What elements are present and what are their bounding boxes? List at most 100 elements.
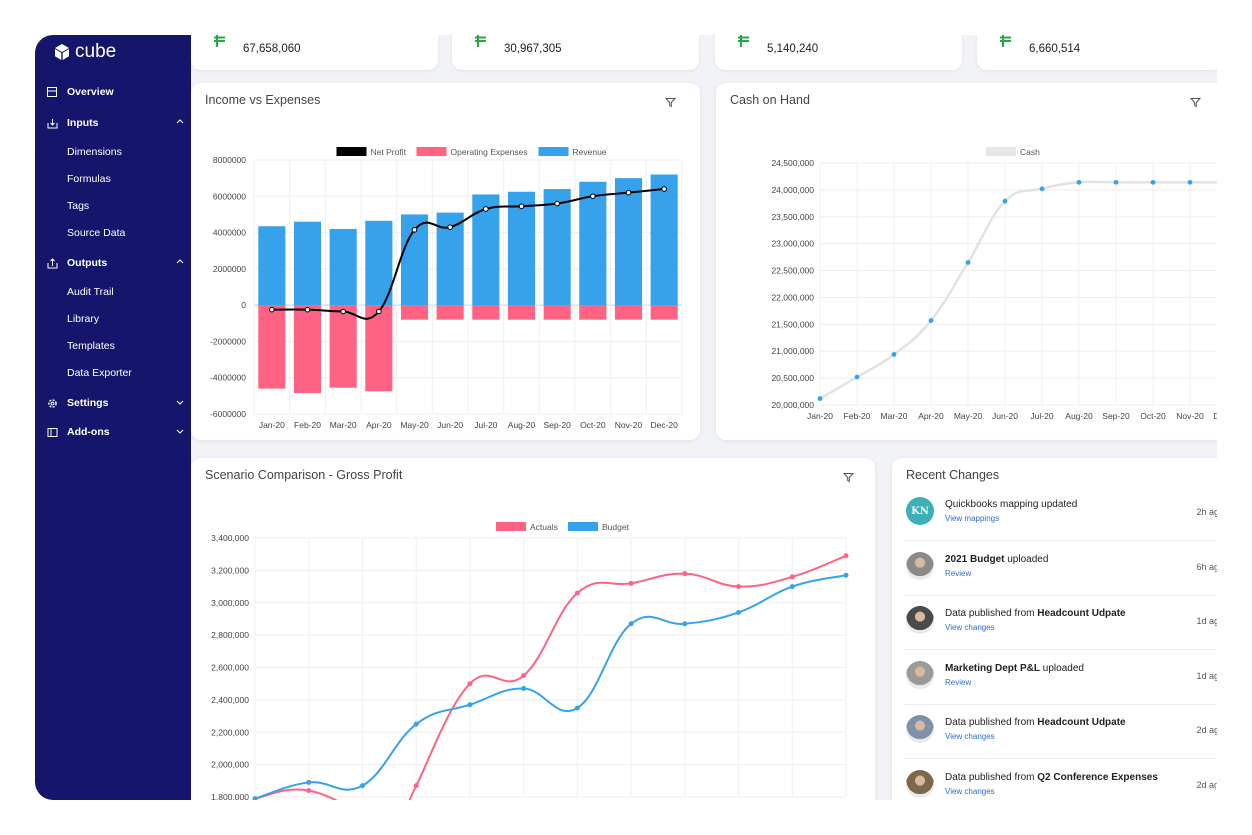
- cash-on-hand-card: Cash on Hand 24,500,000 24,000,000 23,500,…: [716, 83, 1217, 440]
- filter-icon[interactable]: [1190, 97, 1201, 108]
- sidebar-item-data-exporter[interactable]: Data Exporter: [35, 362, 191, 384]
- cash-on-hand-chart: 24,500,000 24,000,000 23,500,000 23,000,000…: [771, 147, 1217, 421]
- y-tick-label: 2,200,000: [211, 727, 249, 737]
- legend-label: Cash: [1020, 147, 1040, 157]
- sidebar-item-overview[interactable]: Overview: [35, 81, 191, 103]
- budget-point: [574, 705, 580, 711]
- legend-label: Net Profit: [371, 147, 407, 157]
- x-tick-label: Jan-20: [259, 420, 285, 430]
- sidebar-item-outputs[interactable]: Outputs: [35, 252, 191, 274]
- list-item[interactable]: Marketing Dept P&L uploaded Review 1d ago: [892, 658, 1217, 712]
- change-link[interactable]: View mappings: [945, 514, 1000, 523]
- net-profit-point: [340, 308, 346, 315]
- filter-icon[interactable]: [843, 472, 854, 483]
- budget-point: [736, 609, 742, 615]
- x-tick-label: Nov-20: [1176, 411, 1204, 421]
- y-tick-label: 2,400,000: [211, 695, 249, 705]
- actuals-point: [789, 574, 795, 580]
- y-tick-label: 0: [241, 300, 246, 310]
- x-tick-label: Dec-20: [650, 420, 678, 430]
- list-item[interactable]: KN Quickbooks mapping updated View mapping…: [892, 494, 1217, 548]
- change-link[interactable]: View changes: [945, 623, 995, 632]
- avatar: [906, 715, 934, 743]
- card-title: Recent Changes: [906, 468, 1000, 482]
- sidebar-item-formulas[interactable]: Formulas: [35, 168, 191, 190]
- expenses-bar: [543, 305, 571, 320]
- kpi-card-1: 67,658,060: [191, 35, 438, 70]
- change-link[interactable]: View changes: [945, 732, 995, 741]
- currency-icon: [999, 35, 1013, 53]
- change-link[interactable]: View changes: [945, 786, 995, 796]
- list-item[interactable]: Data published from Headcount Udpate View…: [892, 712, 1217, 766]
- budget-point: [467, 702, 473, 708]
- net-profit-point: [590, 193, 596, 200]
- card-title: Cash on Hand: [730, 93, 810, 107]
- list-item[interactable]: Data published from Q2 Conference Expens…: [892, 767, 1217, 801]
- avatar: KN: [906, 497, 934, 525]
- sidebar-item-library[interactable]: Library: [35, 308, 191, 330]
- y-tick-label: 20,500,000: [771, 373, 814, 383]
- y-tick-label: -2000000: [210, 336, 246, 346]
- avatar: [906, 769, 934, 798]
- x-tick-label: Apr-20: [918, 411, 944, 421]
- budget-point: [628, 621, 634, 627]
- cash-point: [1076, 179, 1082, 185]
- list-item[interactable]: Data published from Headcount Udpate View…: [892, 603, 1217, 657]
- sidebar-item-tags[interactable]: Tags: [35, 195, 191, 217]
- actuals-point: [682, 571, 688, 577]
- x-tick-label: May-20: [400, 420, 429, 430]
- cash-point: [928, 318, 934, 323]
- app-name: cube: [75, 41, 117, 62]
- sidebar-item-label: Outputs: [67, 257, 108, 269]
- sidebar-item-audit-trail[interactable]: Audit Trail: [35, 281, 191, 303]
- chevron-up-icon[interactable]: [175, 117, 185, 127]
- change-subject: Marketing Dept P&L: [945, 662, 1041, 674]
- legend-swatch: [568, 522, 598, 531]
- y-tick-label: -6000000: [210, 409, 246, 419]
- gear-icon: [45, 398, 59, 409]
- legend-label: Actuals: [530, 522, 558, 532]
- change-text-part: Quickbooks mapping updated: [945, 499, 1078, 510]
- change-link[interactable]: Review: [945, 677, 972, 687]
- sidebar-item-inputs[interactable]: Inputs: [35, 112, 191, 134]
- sidebar-item-source-data[interactable]: Source Data: [35, 222, 191, 244]
- divider: [904, 594, 1217, 596]
- list-item[interactable]: 2021 Budget uploaded Review 6h ago: [892, 549, 1217, 603]
- kpi-value: 30,967,305: [504, 43, 562, 55]
- legend-swatch: [416, 147, 447, 156]
- filter-icon[interactable]: [665, 97, 676, 108]
- currency-icon: [737, 35, 751, 53]
- change-link[interactable]: Review: [945, 568, 972, 578]
- expenses-bar: [614, 305, 643, 320]
- cube-logo[interactable]: cube: [53, 41, 116, 63]
- sidebar-item-addons[interactable]: Add-ons: [35, 421, 191, 443]
- revenue-bar: [329, 228, 357, 306]
- sidebar-item-label: Inputs: [67, 117, 99, 129]
- actuals-point: [413, 783, 419, 789]
- change-text-part: Data published from: [945, 771, 1038, 783]
- y-tick-label: 3,400,000: [211, 533, 249, 543]
- cash-point: [817, 396, 823, 401]
- y-tick-label: 21,500,000: [771, 319, 814, 329]
- change-text: Data published from Headcount Udpate: [945, 608, 1126, 619]
- x-tick-label: Jun-20: [437, 420, 463, 430]
- revenue-bar: [543, 189, 571, 306]
- chevron-up-icon[interactable]: [175, 257, 185, 267]
- sidebar-item-settings[interactable]: Settings: [35, 392, 191, 414]
- divider: [904, 703, 1217, 705]
- y-tick-label: 3,000,000: [211, 598, 249, 608]
- budget-point: [413, 721, 419, 727]
- chevron-down-icon[interactable]: [175, 397, 185, 407]
- sidebar-item-dimensions[interactable]: Dimensions: [35, 141, 191, 163]
- expenses-bar: [436, 305, 464, 320]
- chevron-down-icon[interactable]: [175, 426, 185, 436]
- actuals-point: [306, 788, 312, 794]
- sidebar-item-templates[interactable]: Templates: [35, 335, 191, 357]
- change-text: 2021 Budget uploaded: [945, 554, 1048, 565]
- change-text-part: Data published from: [945, 608, 1038, 619]
- cash-point: [891, 352, 897, 357]
- x-tick-label: Jul-20: [474, 420, 497, 430]
- revenue-bar: [507, 191, 536, 306]
- sidebar-item-label: Templates: [67, 340, 115, 352]
- budget-point: [789, 584, 795, 590]
